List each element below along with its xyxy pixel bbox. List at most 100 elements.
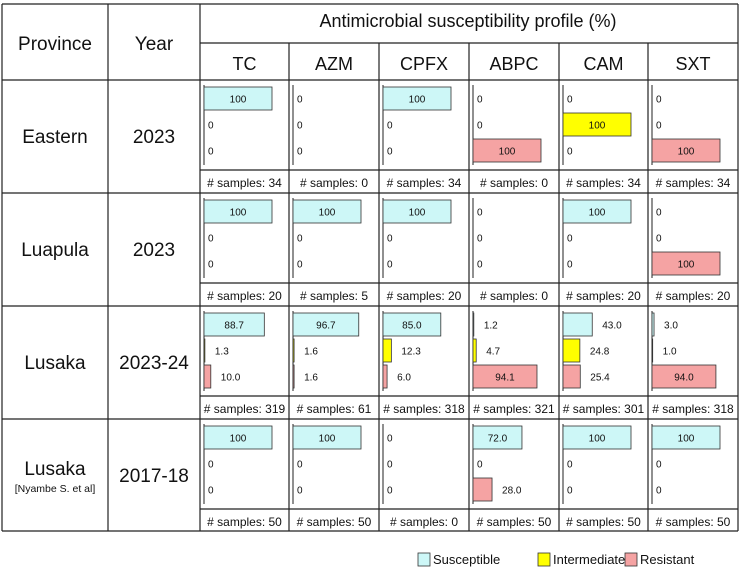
cell-azm: 96.7 1.6 1.6 # samples: 61 xyxy=(292,311,372,416)
cell-cpfx: 0 0 0 # samples: 0 xyxy=(382,424,458,529)
bar-intermediate xyxy=(472,338,477,363)
samples-label: # samples: 321 xyxy=(473,402,555,416)
legend-swatch xyxy=(624,552,638,567)
table-rows: Eastern 2023 100 0 0 # samples: 34 0 0 0 # sample… xyxy=(15,85,734,529)
bar-susceptible xyxy=(562,312,593,337)
cell-cam: 0 100 0 # samples: 34 xyxy=(562,85,641,190)
data-label: 3.0 xyxy=(664,321,678,332)
data-label: 0 xyxy=(656,486,662,497)
bar-resistant xyxy=(562,364,581,389)
bar-susceptible xyxy=(292,425,362,450)
bar-resistant xyxy=(292,364,295,389)
data-label: 85.0 xyxy=(402,321,422,332)
cell-cpfx: 100 0 0 # samples: 20 xyxy=(382,198,462,303)
bar-susceptible xyxy=(203,199,273,224)
province-label: Lusaka xyxy=(24,353,86,374)
bar-resistant xyxy=(203,364,212,389)
bar-resistant xyxy=(472,477,493,502)
data-label: 100 xyxy=(409,208,426,219)
cell-sxt: 100 0 0 # samples: 50 xyxy=(651,424,731,529)
samples-label: # samples: 61 xyxy=(297,402,372,416)
data-label: 0 xyxy=(297,147,303,158)
data-label: 0 xyxy=(387,260,393,271)
bar-susceptible xyxy=(651,425,721,450)
antibiotic-header-sxt: SXT xyxy=(675,54,710,74)
data-label: 0 xyxy=(297,121,303,132)
data-label: 100 xyxy=(409,95,426,106)
bar-susceptible xyxy=(203,312,265,337)
samples-label: # samples: 50 xyxy=(297,515,372,529)
data-label: 100 xyxy=(230,434,247,445)
samples-label: # samples: 0 xyxy=(480,176,548,190)
data-label: 100 xyxy=(678,260,695,271)
cell-abpc: 0 0 100 # samples: 0 xyxy=(472,85,548,190)
bar-susceptible xyxy=(651,312,655,337)
data-label: 0 xyxy=(297,460,303,471)
cell-tc: 100 0 0 # samples: 34 xyxy=(203,85,282,190)
data-label: 0 xyxy=(387,460,393,471)
samples-label: # samples: 318 xyxy=(383,402,465,416)
data-label: 0 xyxy=(208,460,214,471)
bar-susceptible xyxy=(292,199,362,224)
data-label: 0 xyxy=(567,95,573,106)
data-label: 0 xyxy=(387,486,393,497)
bar-intermediate xyxy=(562,112,632,137)
samples-label: # samples: 34 xyxy=(207,176,282,190)
year-label: 2023 xyxy=(133,240,175,261)
year-label: 2023 xyxy=(133,127,175,148)
data-label: 43.0 xyxy=(602,321,622,332)
data-label: 0 xyxy=(567,486,573,497)
data-label: 100 xyxy=(230,208,247,219)
bar-susceptible xyxy=(472,425,523,450)
data-label: 0 xyxy=(567,147,573,158)
data-label: 0 xyxy=(387,121,393,132)
samples-label: # samples: 20 xyxy=(656,289,731,303)
legend-label: Intermediate xyxy=(553,552,625,567)
data-label: 100 xyxy=(678,434,695,445)
data-label: 25.4 xyxy=(590,373,610,384)
data-label: 0 xyxy=(208,260,214,271)
samples-label: # samples: 20 xyxy=(387,289,462,303)
data-label: 100 xyxy=(589,434,606,445)
bar-intermediate xyxy=(382,338,392,363)
bar-intermediate xyxy=(651,338,654,363)
data-label: 0 xyxy=(477,121,483,132)
samples-label: # samples: 50 xyxy=(566,515,641,529)
antibiotic-header-cam: CAM xyxy=(584,54,624,74)
antibiotic-header-tc: TC xyxy=(233,54,257,74)
data-label: 24.8 xyxy=(590,347,610,358)
data-label: 1.2 xyxy=(484,321,498,332)
header-year: Year xyxy=(135,34,174,55)
data-label: 0 xyxy=(656,121,662,132)
samples-label: # samples: 34 xyxy=(387,176,462,190)
data-label: 0 xyxy=(656,95,662,106)
data-label: 28.0 xyxy=(502,486,522,497)
samples-label: # samples: 20 xyxy=(207,289,282,303)
samples-label: # samples: 50 xyxy=(656,515,731,529)
cell-azm: 100 0 0 # samples: 50 xyxy=(292,424,372,529)
cell-cam: 100 0 0 # samples: 20 xyxy=(562,198,641,303)
data-label: 0 xyxy=(656,234,662,245)
data-label: 1.6 xyxy=(304,373,318,384)
data-label: 0 xyxy=(477,234,483,245)
data-label: 0 xyxy=(477,260,483,271)
province-label: Eastern xyxy=(22,127,87,148)
data-label: 0 xyxy=(656,208,662,219)
data-label: 1.0 xyxy=(663,347,677,358)
antibiotic-header-azm: AZM xyxy=(315,54,353,74)
bar-susceptible xyxy=(292,312,360,337)
data-label: 1.3 xyxy=(215,347,229,358)
cell-tc: 88.7 1.3 10.0 # samples: 319 xyxy=(203,311,286,416)
bar-intermediate xyxy=(292,338,295,363)
cell-cam: 100 0 0 # samples: 50 xyxy=(562,424,641,529)
data-label: 100 xyxy=(230,95,247,106)
data-label: 0 xyxy=(567,234,573,245)
table-row: Lusaka [Nyambe S. et al] 2017-18 100 0 0 # sam… xyxy=(15,424,731,529)
samples-label: # samples: 319 xyxy=(204,402,286,416)
cell-sxt: 0 0 100 # samples: 34 xyxy=(651,85,731,190)
data-label: 0 xyxy=(477,95,483,106)
bar-susceptible xyxy=(562,199,632,224)
data-label: 0 xyxy=(208,234,214,245)
legend-item-intermediate: Intermediate xyxy=(537,552,625,567)
